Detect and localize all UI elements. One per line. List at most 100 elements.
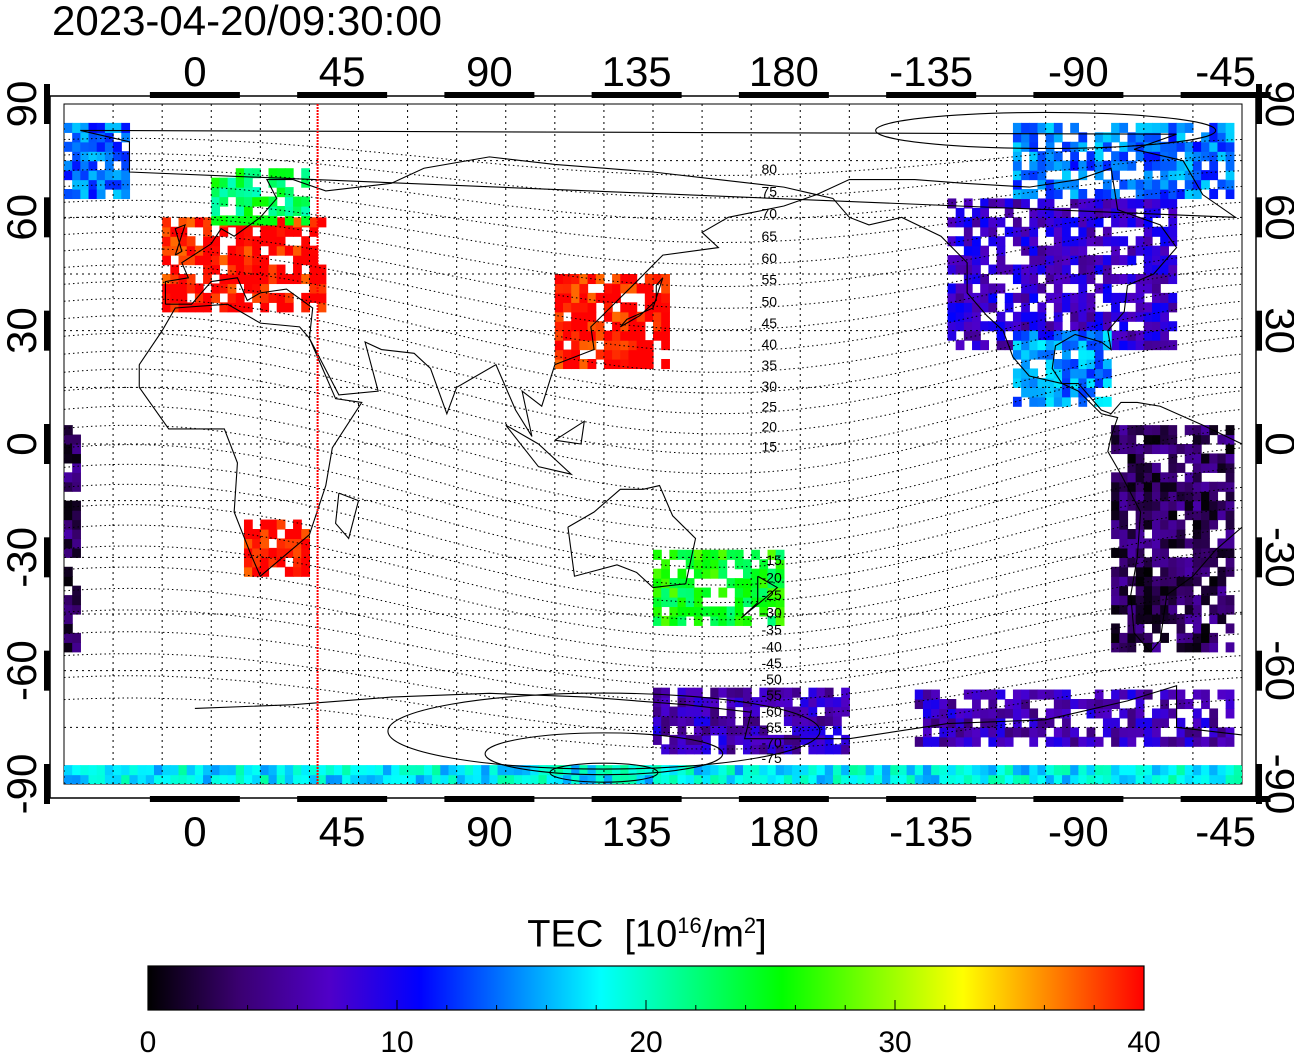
tec-cell [301,765,311,776]
tec-cell [1070,302,1079,313]
tec-cell [121,122,131,133]
tec-cell [260,236,270,247]
tec-cell [1225,453,1235,464]
tec-cell [1029,727,1039,738]
tec-cell [80,774,90,784]
tec-cell [1192,538,1202,549]
tec-cell [988,321,998,332]
tec-cell [653,578,662,589]
tec-cell [1119,529,1129,540]
tec-cell [1217,510,1227,521]
tec-cell [1152,519,1161,530]
tec-cell [947,264,957,275]
tec-cell [1029,160,1039,171]
colorbar-tick-label: 30 [878,1026,911,1057]
tec-cell [64,538,73,549]
tec-cell [1225,642,1235,653]
tec-cell [1184,595,1194,606]
tec-cell [1029,349,1039,360]
tec-cell [1168,510,1178,521]
tec-region [64,122,1235,200]
tec-cell [1201,538,1210,549]
tec-cell [309,226,319,237]
tec-cell [1152,179,1161,190]
tec-cell [1143,236,1153,247]
tec-cell [726,716,736,727]
tec-cell [1176,481,1186,492]
tec-cell [620,321,630,332]
tec-cell [963,217,973,228]
tec-cell [1152,302,1161,313]
tec-cell [1102,708,1112,719]
tec-cell [1021,226,1030,237]
tec-cell [268,774,278,784]
tec-cell [710,774,720,784]
tec-cell [988,236,998,247]
tec-cell [391,765,401,776]
tec-cell [1045,207,1055,218]
tec-cell [775,559,785,570]
tec-cell [1192,774,1202,784]
tec-cell [595,330,605,341]
tec-cell [726,578,736,589]
tec-cell [1152,160,1161,171]
tec-cell [1119,632,1129,643]
tec-cell [1168,462,1178,473]
tec-cell [64,576,73,587]
tec-cell [988,283,998,294]
tec-cell [162,292,171,303]
tec-cell [677,744,687,755]
tec-cell [603,359,613,370]
tec-cell [759,687,769,698]
tec-cell [972,274,981,285]
tec-cell [939,717,949,728]
tec-cell [276,177,286,188]
tec-cell [841,774,850,784]
tec-cell [661,340,670,351]
tec-cell [734,587,744,598]
tec-cell [963,264,973,275]
tec-cell [1102,179,1112,190]
tec-cell [1045,274,1055,285]
tec-cell [988,765,998,776]
tec-cell [1225,472,1235,483]
tec-cell [235,196,245,207]
tec-cell [1078,141,1088,152]
tec-cell [1135,717,1145,728]
tec-cell [456,774,466,784]
tec-cell [399,774,409,784]
tec-cell [243,274,253,285]
tec-cell [1111,595,1120,606]
tec-cell [64,566,73,577]
tec-cell [1152,595,1161,606]
tec-cell [72,189,81,200]
tec-cell [841,697,850,708]
tec-cell [775,687,785,698]
tec-cell [96,765,106,776]
tec-cell [955,283,965,294]
tec-cell [644,765,654,776]
tec-cell [64,529,73,540]
tec-cell [80,179,90,190]
tec-cell [1004,774,1014,784]
tec-cell [1176,623,1186,634]
tec-cell [955,708,965,719]
tec-cell [252,538,261,549]
tec-cell [1152,444,1161,455]
tec-cell [1168,689,1178,700]
tec-cell [1192,623,1202,634]
tec-cell [1086,774,1096,784]
tec-cell [243,519,253,530]
top-tick-bar [444,92,535,98]
tec-cell [980,217,990,228]
tec-cell [603,349,613,360]
tec-cell [170,245,180,256]
tec-cell [963,330,973,341]
tec-cell [121,132,131,143]
tec-cell [464,765,474,776]
tec-cell [1012,141,1022,152]
tec-cell [252,274,261,285]
tec-cell [538,774,548,784]
tec-cell [293,566,302,577]
tec-cell [1012,340,1022,351]
